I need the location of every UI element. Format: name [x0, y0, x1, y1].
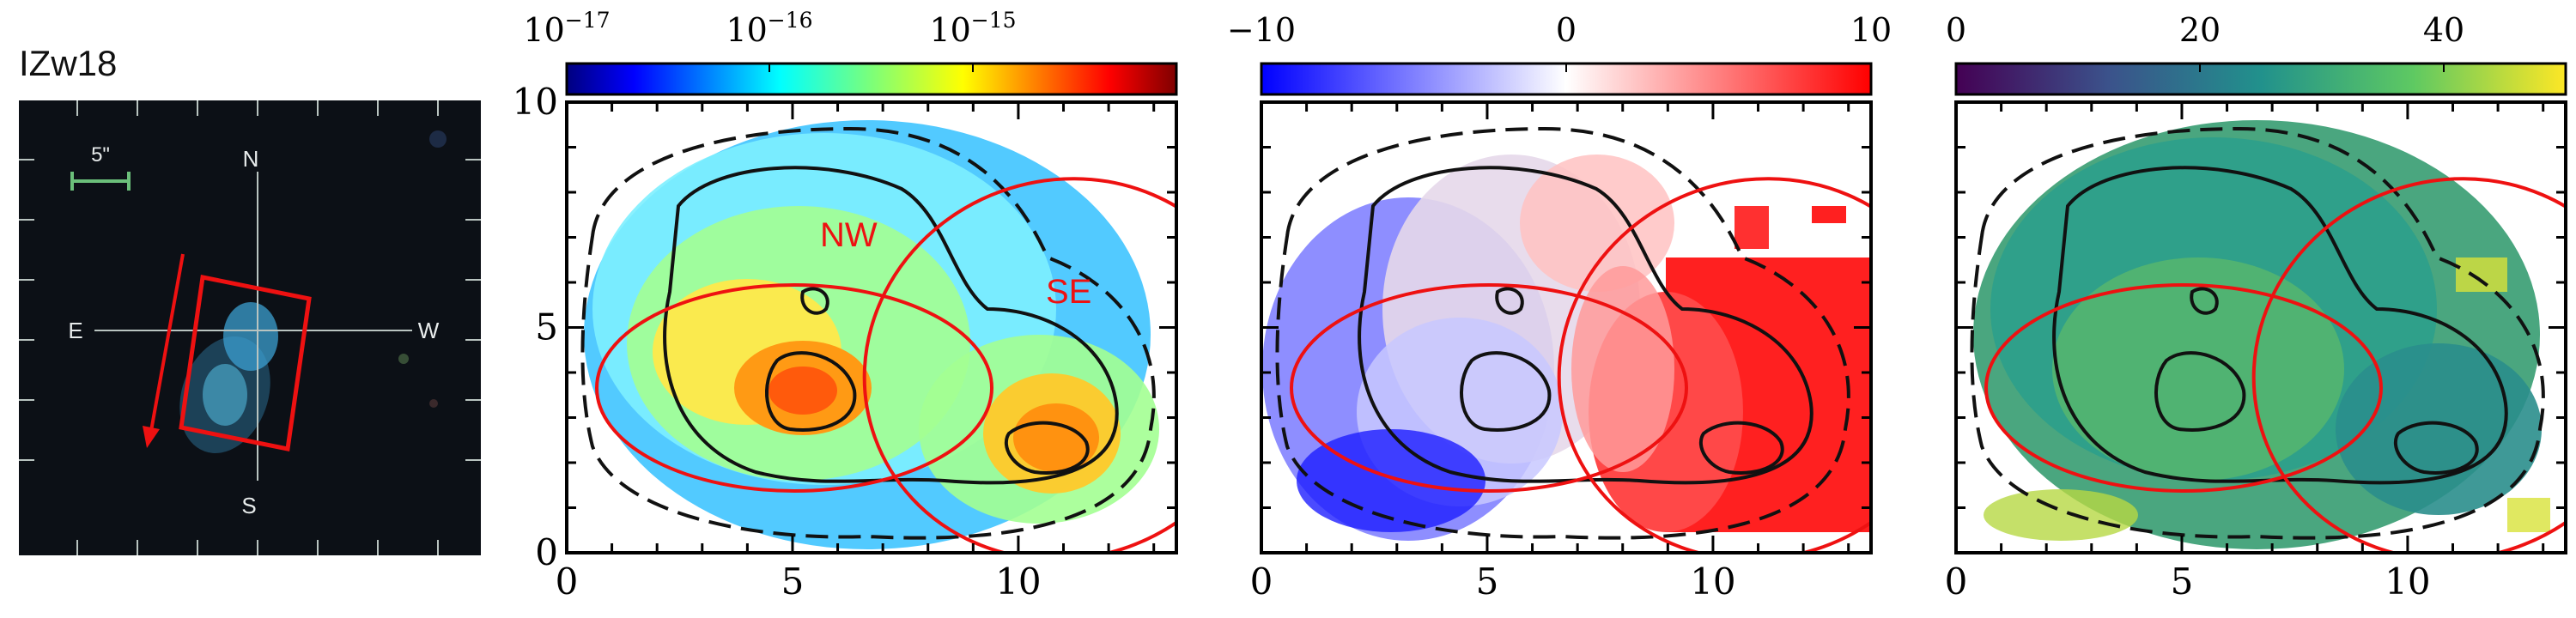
dispersion-colorbar-tick-1: 20 — [2179, 11, 2221, 49]
flux-map-ytick-label: 0 — [535, 531, 558, 573]
flux-colorbar-tick-marks — [566, 64, 1177, 72]
velocity-colorbar-tick-0: −10 — [1227, 11, 1296, 49]
velocity-contours — [1275, 126, 1850, 540]
flux-contour-inner-nw — [765, 351, 857, 432]
scale-bar: 5" — [70, 143, 131, 191]
dispersion-colorbar-tick-0: 0 — [1946, 11, 1966, 49]
galaxy-label: IZw18 — [19, 43, 117, 83]
slit-footprint — [179, 275, 312, 451]
velocity-colorbar-tick-1: 0 — [1556, 11, 1577, 49]
dispersion-map-xtick-label: 5 — [2171, 560, 2194, 603]
region-nw-label: NW — [820, 216, 878, 254]
dispersion-contour-mid — [2052, 166, 2508, 485]
flux-regions — [595, 177, 1176, 553]
velocity-colorbar-tick-marks — [1261, 64, 1872, 72]
flux-colorbar-tick-0: 10−17 — [523, 8, 610, 49]
compass-west: W — [418, 318, 440, 343]
velocity-region-se — [1557, 177, 1871, 553]
flux-colorbar-tick-0-exp: −17 — [565, 8, 611, 33]
flux-map-ytick-label: 5 — [535, 306, 558, 348]
thumbnail-frame-ticks — [19, 100, 481, 555]
dispersion-contour-inner-nw — [2154, 351, 2246, 432]
flux-map-xtick-label: 5 — [781, 560, 805, 603]
velocity-map-image — [1261, 102, 1871, 553]
velocity-map-xtick-label: 0 — [1250, 560, 1273, 603]
compass-east: E — [68, 318, 82, 343]
dispersion-colorbar-tick-2: 40 — [2423, 11, 2464, 49]
flux-colorbar-tick-1-exp: −16 — [768, 8, 813, 33]
velocity-map-panel — [1261, 102, 1871, 553]
flux-contour-outer — [580, 126, 1156, 540]
dispersion-contours — [1970, 126, 2545, 540]
region-se-label: SE — [1046, 273, 1091, 311]
velocity-contour-knot — [1495, 287, 1524, 315]
flux-contour-inner-se — [1004, 421, 1090, 475]
dispersion-contour-outer — [1970, 126, 2545, 540]
dispersion-contour-inner-se — [2393, 421, 2479, 475]
velocity-colorbar-tick-2: 10 — [1850, 11, 1892, 49]
velocity-map-xtick-label: 5 — [1476, 560, 1499, 603]
compass-south: S — [241, 493, 256, 518]
dispersion-region-se — [2251, 177, 2566, 553]
velocity-contour-inner-se — [1698, 421, 1784, 475]
flux-contour-mid — [663, 166, 1119, 485]
flux-map-panel: NW SE — [567, 102, 1176, 553]
flux-colorbar: 10−17 10−16 10−15 — [523, 8, 1178, 96]
compass-north: N — [243, 146, 259, 172]
dispersion-map-xtick-label: 0 — [1945, 560, 1968, 603]
direction-arrow — [143, 253, 185, 448]
axes-layer: 0 5 10 0 5 10 0 5 10 0 5 10 — [513, 81, 2567, 603]
velocity-region-nw — [1290, 283, 1688, 493]
velocity-regions — [1290, 177, 1871, 553]
flux-map-ytick-label: 10 — [513, 81, 558, 123]
galaxy-thumbnail: 5" N S E W — [19, 100, 481, 555]
dispersion-map-xtick-label: 10 — [2385, 560, 2430, 603]
dispersion-colorbar-tick-marks — [1955, 64, 2445, 72]
flux-map-xtick-label: 0 — [556, 560, 579, 603]
velocity-contour-inner-nw — [1460, 351, 1552, 432]
flux-colorbar-tick-1: 10−16 — [726, 8, 812, 49]
velocity-contour-mid — [1358, 166, 1814, 485]
scale-bar-label: 5" — [91, 143, 110, 167]
velocity-map-xtick-label: 10 — [1690, 560, 1735, 603]
dispersion-contour-knot — [2190, 287, 2219, 315]
flux-contour-knot — [800, 287, 829, 315]
flux-colorbar-tick-2-exp: −15 — [971, 8, 1017, 33]
flux-map-xtick-label: 10 — [995, 560, 1041, 603]
dispersion-map-panel — [1956, 102, 2566, 553]
flux-contours — [580, 126, 1156, 540]
region-se — [862, 177, 1176, 553]
region-nw — [595, 283, 993, 493]
dispersion-region-nw — [1984, 283, 2383, 493]
dispersion-colorbar: 0 20 40 — [1946, 11, 2567, 96]
flux-colorbar-tick-2: 10−15 — [929, 8, 1016, 49]
dispersion-regions — [1984, 177, 2566, 553]
velocity-contour-outer — [1275, 126, 1850, 540]
velocity-colorbar: −10 0 10 — [1227, 11, 1892, 96]
